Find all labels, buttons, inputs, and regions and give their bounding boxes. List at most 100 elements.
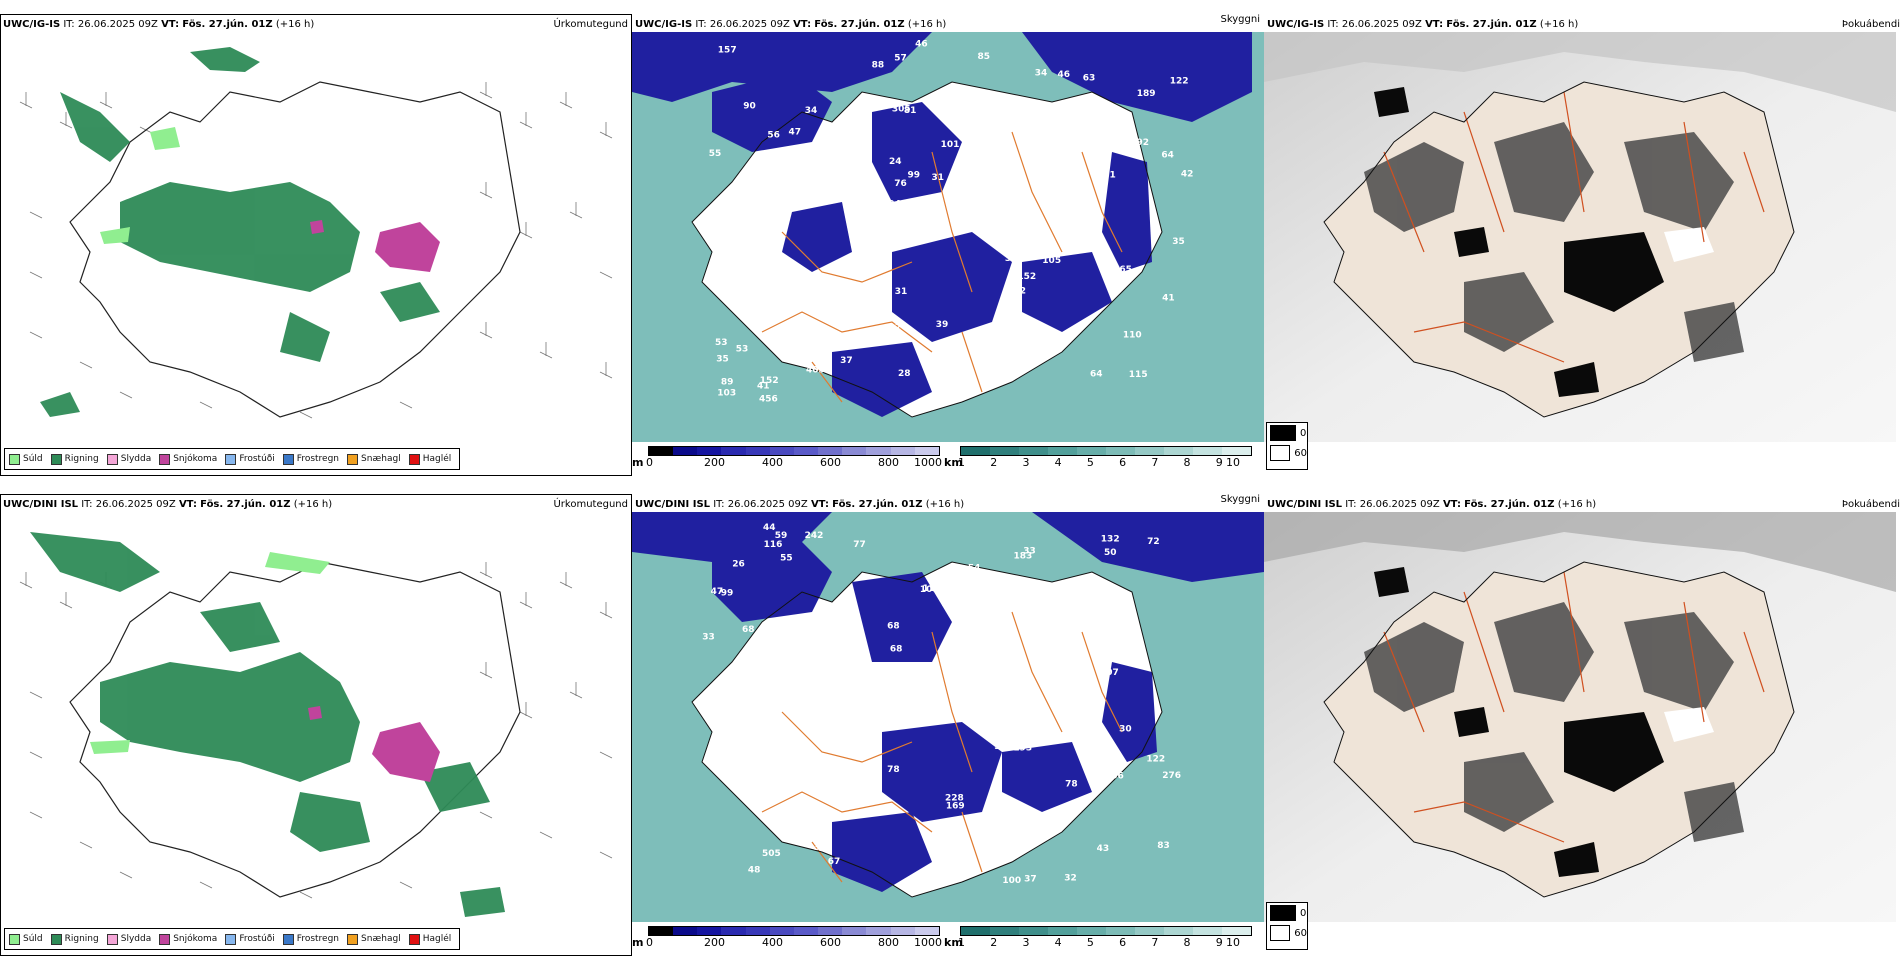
colorbar-tick: 600 (820, 936, 841, 949)
panel-title: UWC/DINI ISL IT: 26.06.2025 09Z VT: Fös.… (635, 499, 965, 510)
legend-item-0: Súld (9, 933, 43, 945)
colorbar-tick: 800 (878, 456, 899, 469)
ceiling-value-label: 85 (978, 52, 991, 62)
ceiling-value-label: 61 (897, 335, 910, 345)
legend-item-5: Frostregn (282, 453, 339, 465)
ceiling-value-label: 116 (923, 584, 942, 594)
ceiling-value-label: 121 (820, 672, 839, 682)
ceiling-value-label: 36 (930, 682, 943, 692)
precip-type-panel-top: UWC/IG-IS IT: 26.06.2025 09Z VT: Fös. 27… (0, 14, 632, 476)
ceiling-value-label: 65 (1035, 590, 1048, 600)
legend-label: Súld (23, 454, 43, 464)
colorbar-tick: 5 (1086, 456, 1094, 469)
legend-label: Slydda (120, 454, 152, 464)
legend-label: Snjókoma (173, 454, 218, 464)
ceiling-value-label: 55 (780, 554, 793, 564)
variable-label: Úrkomutegund (553, 19, 628, 30)
colorbar-unit: m (632, 456, 644, 469)
ceiling-value-label: 67 (1088, 774, 1101, 784)
ceiling-value-label: 59 (775, 531, 788, 541)
ceiling-value-label: 110 (1123, 331, 1142, 341)
ceiling-value-label: 101 (941, 140, 960, 150)
ceiling-value-label: 101 (943, 829, 962, 839)
precip-type-map (19, 47, 613, 419)
legend-label: Rigning (64, 454, 99, 464)
legend-swatch (9, 933, 20, 945)
variable-label: Skyggni (1220, 14, 1260, 25)
legend-item-7: Haglél (408, 453, 451, 465)
ceiling-value-label: 321 (959, 180, 978, 190)
colorbar-tick: 2 (990, 936, 998, 949)
ceiling-value-label: 59 (814, 633, 827, 643)
legend-swatch (282, 453, 294, 465)
colorbar-tick: 200 (704, 456, 725, 469)
legend-item-4: Frostúði (225, 453, 275, 465)
ceiling-value-label: 95 (812, 197, 825, 207)
colorbar-tick: 1 (958, 936, 965, 949)
ceiling-value-label: 64 (1161, 151, 1174, 161)
colorbar-tick: 10 (1226, 456, 1240, 469)
legend-swatch (159, 453, 171, 465)
ceiling-value-label: 189 (1137, 89, 1156, 99)
ceiling-value-label: 31 (932, 173, 945, 183)
legend-swatch (106, 933, 118, 945)
legend-label: Snjókoma (173, 934, 218, 944)
legend-label: Frostúði (239, 454, 275, 464)
ceiling-value-label: 96 (1022, 608, 1035, 618)
precip-type-legend: Súld Rigning Slydda Snjókoma Frostúði Frostre… (4, 928, 461, 950)
colorbar-unit: km (944, 936, 963, 949)
ceiling-value-label: 34 (805, 106, 818, 116)
ceiling-value-label: 53 (715, 338, 728, 348)
ceiling-value-label: 41 (757, 381, 770, 391)
ceiling-value-label: 89 (721, 378, 734, 388)
ceiling-value-label: 100 (1002, 876, 1021, 886)
ceiling-value-label: 54 (968, 563, 981, 573)
colorbar-tick: 400 (762, 936, 783, 949)
ceiling-value-label: 50 (994, 742, 1007, 752)
legend-item-2: Slydda (106, 933, 151, 945)
ceiling-value-label: 80 (937, 347, 950, 357)
legend-swatch (159, 933, 171, 945)
legend-label: Snæhagl (361, 454, 401, 464)
ceiling-value-label: 33 (1023, 546, 1036, 556)
ceiling-value-label: 152 (760, 376, 779, 386)
visibility-colorbar: km 1 2 3 4 5 6 7 8 9 10 (944, 926, 1264, 952)
colorbar-strip (960, 446, 1252, 456)
legend-item-3: Snjókoma (159, 453, 218, 465)
legend-label: Frostúði (239, 934, 275, 944)
ceiling-value-label: 99 (908, 170, 921, 180)
colorbar-tick: 10 (1226, 936, 1240, 949)
legend-item-7: Haglél (408, 933, 451, 945)
colorbar-tick: 2 (990, 456, 998, 469)
ceiling-value-label: 31 (895, 287, 908, 297)
visibility-ceiling-map: 122 32 169 505 228 87 77 65 100 107 193 50 33 28 67 55 8… (632, 512, 1264, 922)
colorbar-tick: 7 (1151, 936, 1159, 949)
precip-type-legend: Súld Rigning Slydda Snjókoma Frostúði Frostre… (4, 448, 461, 470)
ceiling-value-label: 132 (1101, 534, 1120, 544)
ceiling-value-label: 42 (1108, 116, 1121, 126)
ceiling-value-label: 26 (732, 559, 745, 569)
colorbar-tick: 8 (1183, 456, 1191, 469)
ceiling-value-label: 35 (1172, 237, 1185, 247)
legend-item-2: Slydda (106, 453, 152, 465)
ceiling-value-label: 65 (808, 297, 821, 307)
colorbar-tick: 3 (1022, 936, 1030, 949)
colorbar-tick: 1 (958, 456, 965, 469)
ceiling-value-label: 77 (1112, 644, 1125, 654)
variable-label: Þokuábendi (1841, 499, 1900, 510)
colorbar-tick: 3 (1022, 456, 1030, 469)
ceiling-value-label: 28 (1041, 654, 1054, 664)
ceiling-value-label: 88 (872, 60, 885, 70)
ceiling-colorbar: m 0 200 400 600 800 1000 (632, 926, 952, 952)
variable-label: Þokuábendi (1841, 19, 1900, 30)
ceiling-value-label: 56 (767, 131, 780, 141)
ceiling-value-label: 28 (898, 369, 911, 379)
variable-label: Skyggni (1220, 494, 1260, 505)
fog-legend-0: 0 (1267, 423, 1307, 443)
ceiling-value-label: 505 (762, 849, 781, 859)
ceiling-value-label: 41 (801, 774, 814, 784)
fog-legend-60: 60 (1267, 443, 1307, 463)
ceiling-value-label: 83 (752, 299, 765, 309)
ceiling-value-label: 242 (805, 531, 824, 541)
ceiling-value-label: 48 (807, 150, 820, 160)
